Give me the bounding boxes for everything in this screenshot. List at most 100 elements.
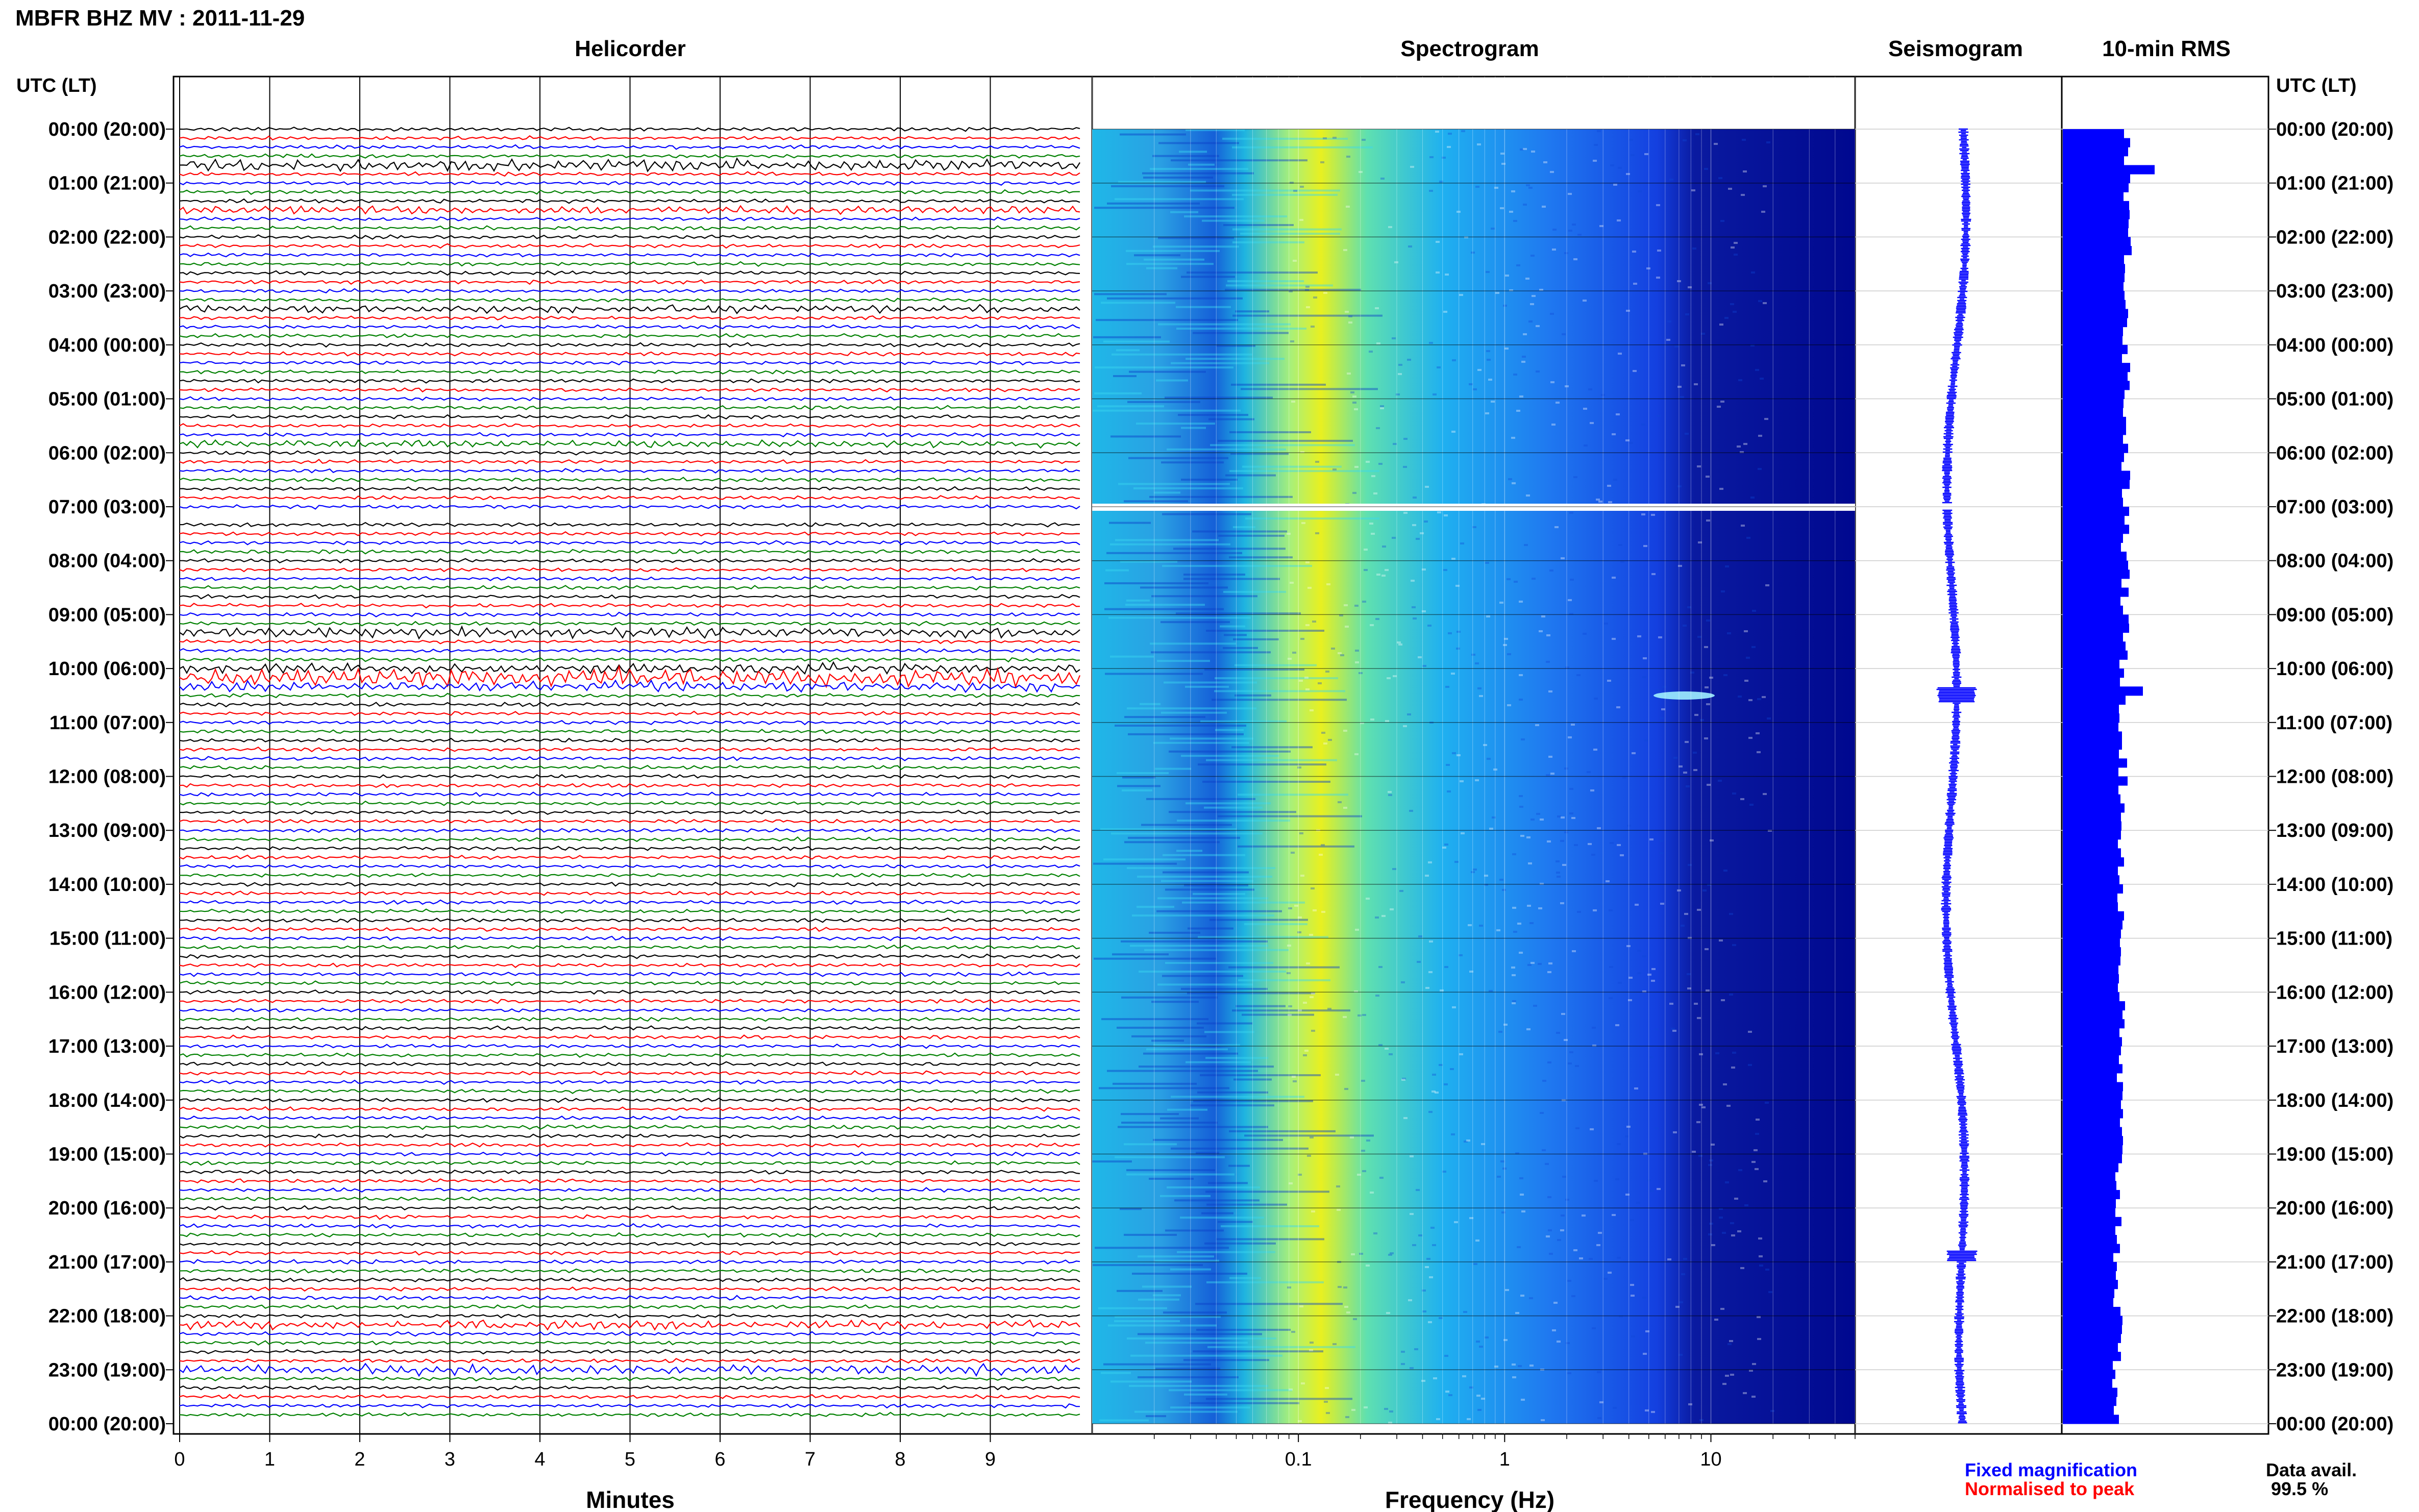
- spectrogram-band: [1231, 383, 1326, 386]
- rms-bar: [2063, 794, 2120, 804]
- spectrogram-speckle: [1579, 1257, 1583, 1259]
- spectrogram-band: [1222, 137, 1348, 140]
- spectrogram-band: [1127, 1337, 1276, 1340]
- spectrogram-speckle: [1599, 225, 1603, 227]
- spectrogram-speckle: [1597, 827, 1601, 829]
- spectrogram-band: [1104, 582, 1208, 584]
- helicorder-trace: [179, 1232, 1080, 1238]
- spectrogram-speckle: [1727, 632, 1731, 634]
- spectrogram-speckle: [1750, 497, 1755, 499]
- helicorder-trace: [179, 664, 1081, 689]
- spectrogram-speckle: [1750, 344, 1755, 346]
- spectrogram-speckle: [1403, 1117, 1408, 1119]
- spectrogram-band: [1193, 893, 1245, 895]
- spectrogram-speckle: [1542, 206, 1546, 208]
- rms-bar: [2063, 884, 2123, 894]
- helicorder-trace: [179, 153, 1080, 159]
- spectrogram-speckle: [1495, 292, 1499, 294]
- rms-bar: [2063, 830, 2121, 840]
- helicorder-trace: [179, 342, 1080, 348]
- spectrogram-speckle: [1729, 1340, 1733, 1342]
- spectrogram-speckle: [1571, 817, 1575, 819]
- spectrogram-speckle: [1698, 1155, 1702, 1157]
- helicorder-trace: [179, 1079, 1080, 1085]
- spectrogram-speckle: [1687, 973, 1691, 975]
- rms-bar: [2063, 515, 2125, 525]
- spectrogram-speckle: [1494, 187, 1498, 189]
- spectrogram-speckle: [1354, 408, 1358, 410]
- spectrogram-speckle: [1528, 862, 1532, 864]
- helicorder-trace: [179, 288, 1080, 293]
- spectrogram-band: [1224, 634, 1247, 636]
- spectrogram-speckle: [1457, 754, 1461, 756]
- helicorder-trace: [179, 504, 1080, 510]
- helicorder-trace: [179, 1196, 1080, 1202]
- time-tick-label-right: 00:00 (20:00): [2276, 1414, 2393, 1435]
- time-tick-label-right: 12:00 (08:00): [2276, 766, 2393, 788]
- spectrogram-speckle: [1306, 962, 1310, 964]
- spectrogram-speckle: [1346, 156, 1350, 158]
- spectrogram-speckle: [1708, 1233, 1712, 1235]
- spectrogram-speckle: [1575, 1065, 1579, 1067]
- spectrogram-band: [1121, 940, 1268, 943]
- spectrogram-band: [1188, 927, 1233, 930]
- spectrogram-band: [1099, 1087, 1229, 1089]
- helicorder-trace: [179, 567, 1080, 573]
- spectrogram-band: [1163, 854, 1245, 856]
- rms-bar: [2063, 578, 2121, 588]
- time-tick-label-right: 02:00 (22:00): [2276, 227, 2393, 248]
- helicorder-trace: [179, 1268, 1080, 1274]
- spectrogram-speckle: [1594, 698, 1598, 700]
- spectrogram-speckle: [1381, 915, 1386, 917]
- spectrogram-speckle: [1346, 1311, 1350, 1313]
- spectrogram-band: [1154, 491, 1180, 494]
- spectrogram-speckle: [1299, 680, 1303, 682]
- spectrogram-speckle: [1577, 234, 1582, 236]
- spectrogram-speckle: [1509, 289, 1513, 291]
- spectrogram-speckle: [1293, 260, 1297, 262]
- spectrogram-band: [1109, 522, 1151, 524]
- spectrogram-speckle: [1618, 167, 1622, 169]
- spectrogram-speckle: [1477, 687, 1482, 689]
- spectrogram-speckle: [1704, 646, 1708, 648]
- spectrogram-speckle: [1512, 1364, 1516, 1366]
- rms-bar: [2063, 974, 2119, 984]
- spectrogram-band: [1093, 862, 1177, 865]
- spectrogram-speckle: [1512, 853, 1516, 855]
- rms-bar: [2063, 1415, 2119, 1424]
- spectrogram-speckle: [1752, 1363, 1756, 1365]
- spectrogram-speckle: [1519, 395, 1523, 398]
- spectrogram-title: Spectrogram: [1400, 36, 1539, 61]
- spectrogram-speckle: [1758, 1237, 1762, 1240]
- helicorder-trace: [179, 648, 1080, 654]
- spectrogram-speckle: [1401, 1363, 1405, 1365]
- spectrogram-band: [1193, 332, 1289, 334]
- rms-bar: [2063, 1010, 2122, 1020]
- spectrogram-speckle: [1354, 753, 1359, 755]
- helicorder-trace: [179, 890, 1080, 896]
- rms-bar: [2063, 911, 2124, 921]
- spectrogram-speckle: [1683, 625, 1687, 627]
- spectrogram-speckle: [1396, 393, 1400, 395]
- helicorder-trace: [179, 998, 1080, 1004]
- spectrogram-speckle: [1325, 1387, 1329, 1389]
- spectrogram-speckle: [1422, 1310, 1426, 1312]
- time-tick-label-left: 00:00 (20:00): [48, 119, 166, 140]
- helicorder-trace: [179, 439, 1080, 449]
- spectrogram-speckle: [1763, 185, 1767, 187]
- spectrogram-speckle: [1379, 1177, 1384, 1179]
- spectrogram-speckle: [1475, 1240, 1479, 1242]
- spectrogram-speckle: [1301, 522, 1305, 524]
- spectrogram-speckle: [1425, 486, 1429, 488]
- spectrogram-band: [1161, 880, 1253, 882]
- spectrogram-speckle: [1730, 303, 1734, 305]
- rms-bar: [2063, 533, 2123, 543]
- spectrogram-speckle: [1646, 267, 1650, 269]
- spectrogram-band: [1126, 599, 1150, 602]
- seismogram-line: [1936, 128, 1978, 1424]
- spectrogram-band: [1225, 288, 1361, 291]
- spectrogram-speckle: [1618, 544, 1622, 546]
- spectrogram-speckle: [1451, 673, 1455, 675]
- spectrogram-speckle: [1671, 1028, 1675, 1030]
- rms-bar: [2063, 1046, 2121, 1056]
